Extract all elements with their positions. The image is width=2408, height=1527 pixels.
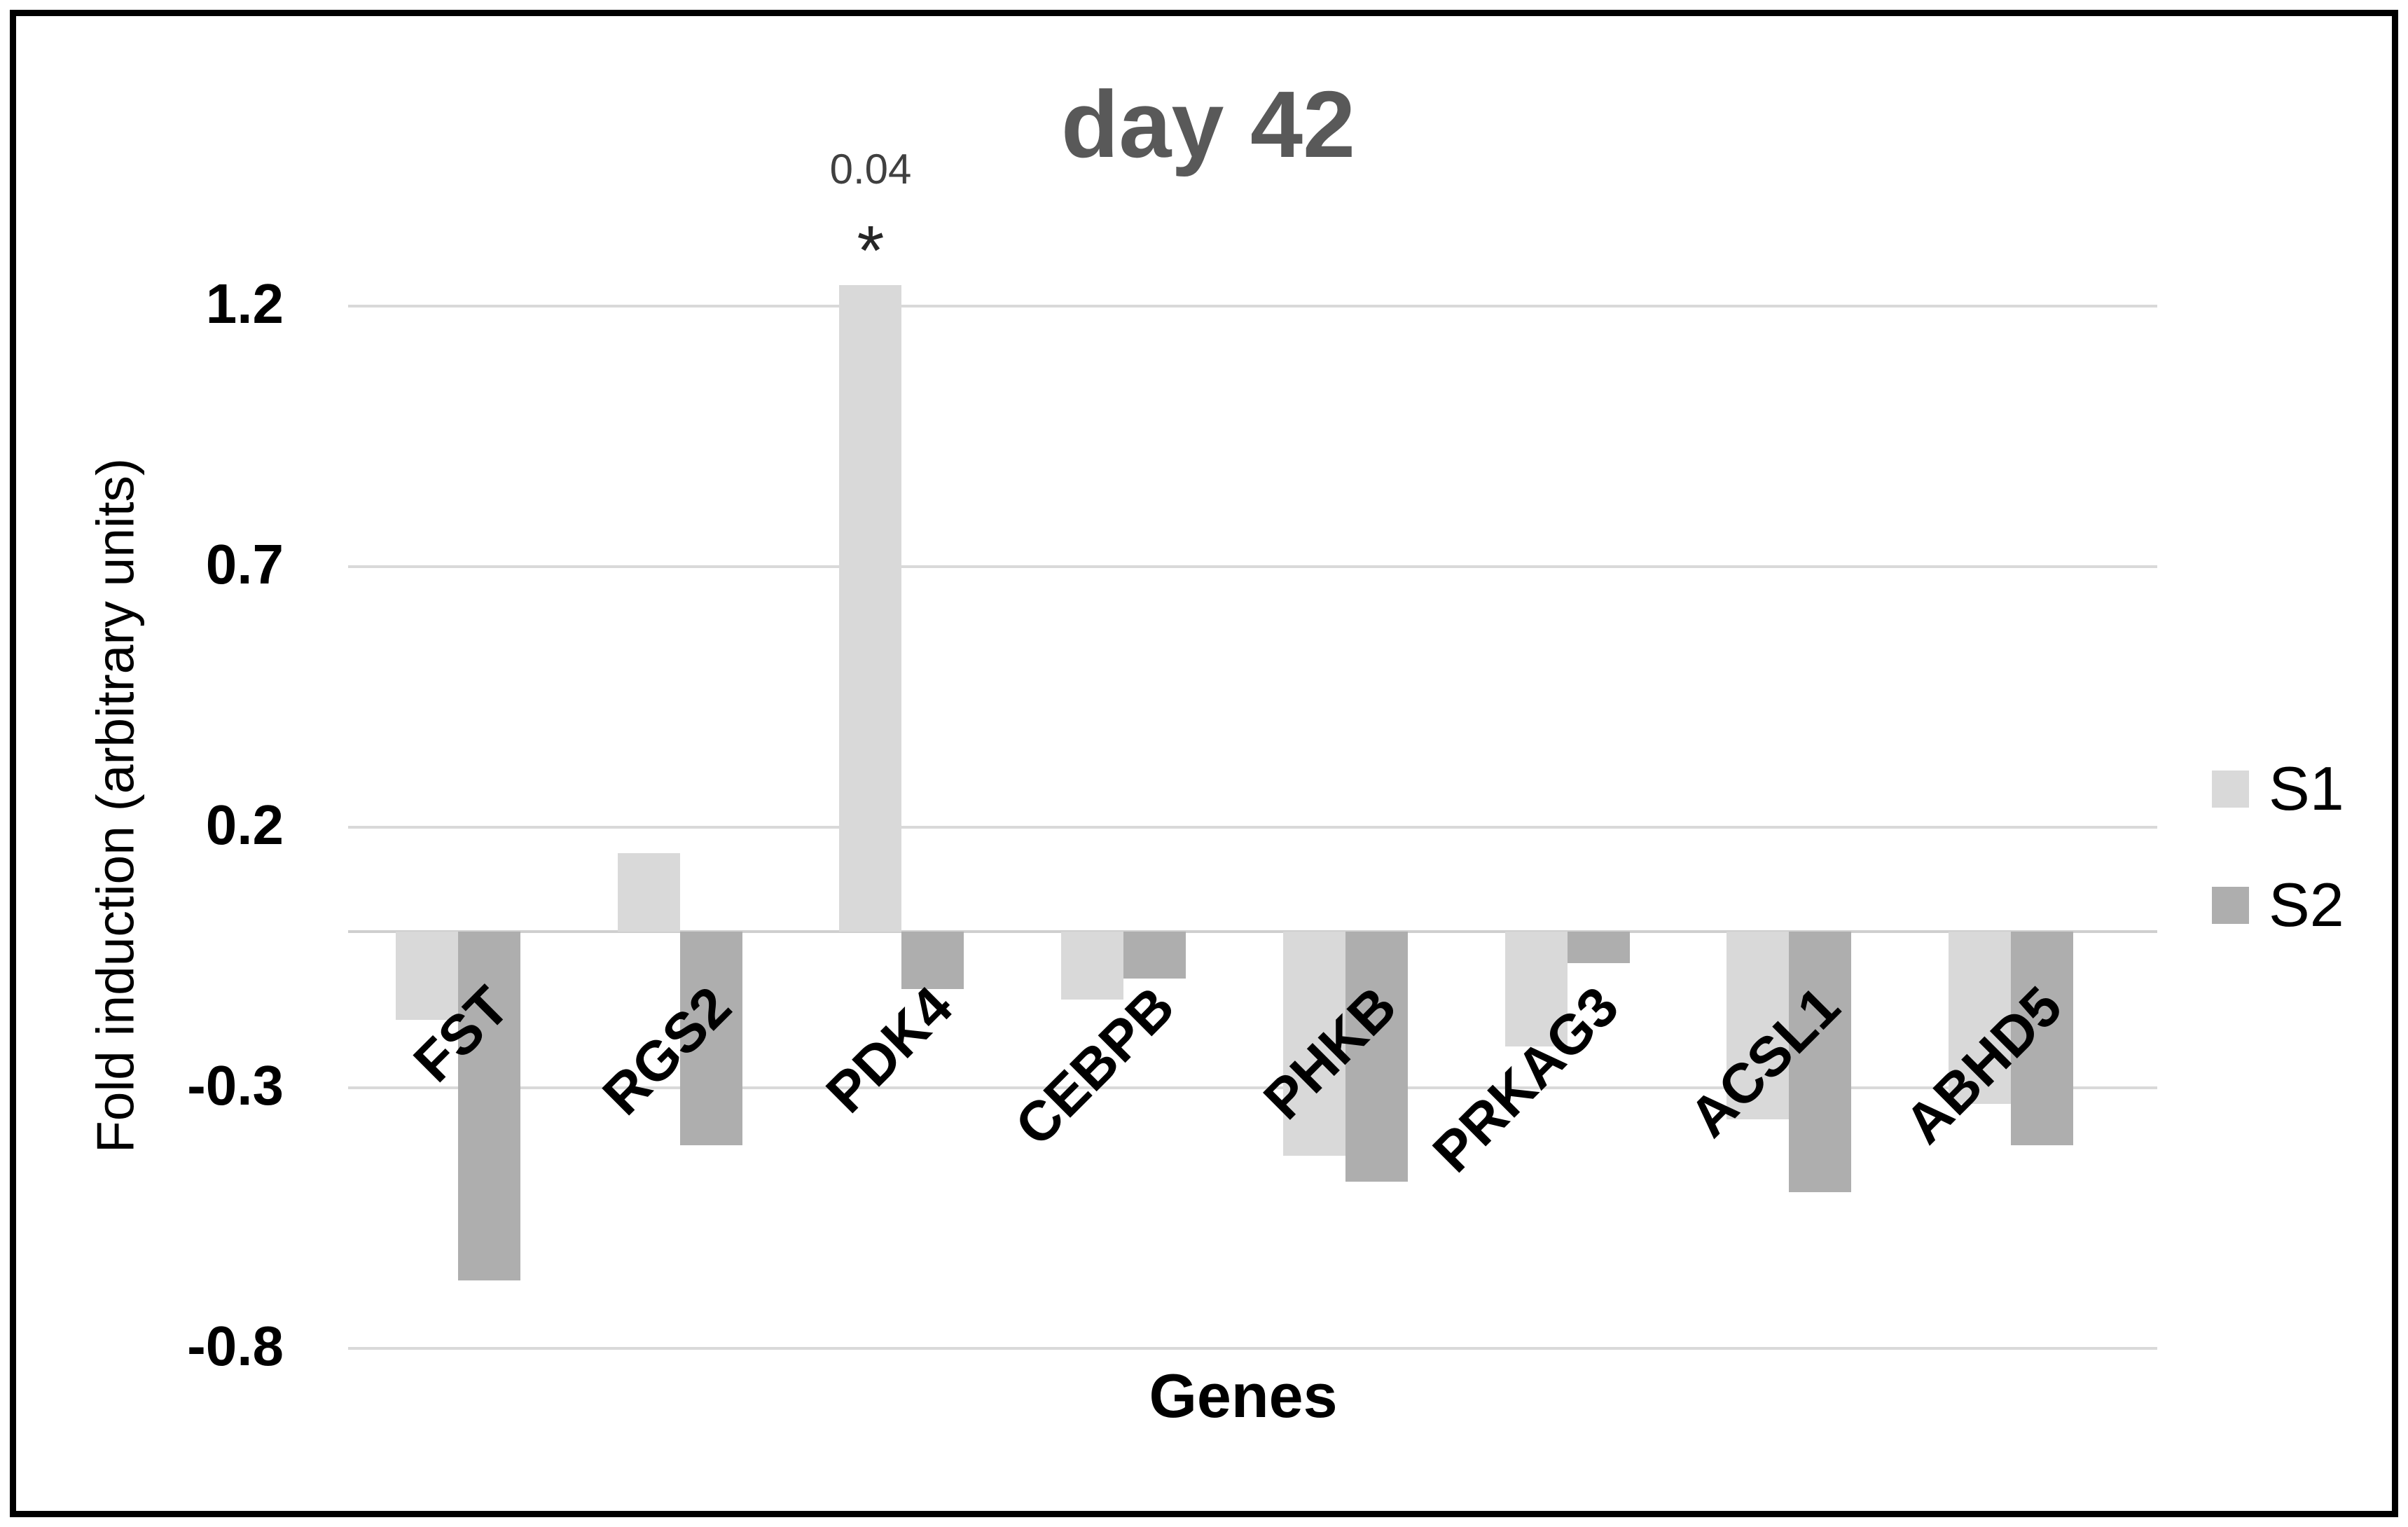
bar-s2-fst	[458, 932, 520, 1281]
y-tick-label--0.8: -0.8	[187, 1315, 284, 1378]
legend-label-s1: S1	[2269, 754, 2344, 823]
y-tick-label-0.7: 0.7	[205, 533, 284, 596]
bar-s1-rgs2	[617, 853, 680, 932]
x-axis-line	[348, 930, 2157, 933]
bar-s1-pdk4	[839, 285, 902, 932]
gridline--0.8	[348, 1347, 2157, 1350]
bar-s2-rgs2	[679, 932, 742, 1146]
bar-s1-fst	[396, 932, 458, 1021]
bar-s2-phkb	[1345, 932, 1408, 1182]
legend-item-s2: S2	[2212, 873, 2344, 937]
gridline--0.3	[348, 1086, 2157, 1090]
bar-s2-cebpb	[1123, 932, 1186, 979]
chart-frame-border	[10, 10, 2398, 1517]
bar-s2-prkag3	[1567, 932, 1630, 963]
x-axis-title: Genes	[1149, 1361, 1338, 1430]
bar-s2-acsl1	[1789, 932, 1852, 1192]
bar-s1-abhd5	[1948, 932, 2011, 1104]
bar-s1-acsl1	[1727, 932, 1790, 1119]
pvalue-annotation: 0.04	[829, 146, 912, 193]
bar-s2-pdk4	[901, 932, 964, 989]
y-tick-label-0.2: 0.2	[205, 794, 284, 857]
legend-swatch-s1	[2212, 770, 2249, 808]
bar-s2-abhd5	[2010, 932, 2073, 1146]
significance-star: *	[857, 212, 885, 290]
bar-s1-cebpb	[1061, 932, 1124, 1000]
legend-swatch-s2	[2212, 886, 2249, 924]
gridline-0.7	[348, 565, 2157, 569]
y-tick-label-1.2: 1.2	[205, 272, 284, 336]
y-tick-label--0.3: -0.3	[187, 1054, 284, 1117]
gridline-1.2	[348, 305, 2157, 308]
y-axis-title: Fold induction (arbitrary units)	[85, 457, 145, 1154]
chart-title: day 42	[1060, 71, 1356, 177]
legend-label-s2: S2	[2269, 870, 2344, 939]
bar-s1-prkag3	[1504, 932, 1568, 1046]
gridline-0.2	[348, 826, 2157, 829]
bar-s1-phkb	[1282, 932, 1345, 1156]
legend-item-s1: S1	[2212, 756, 2344, 821]
